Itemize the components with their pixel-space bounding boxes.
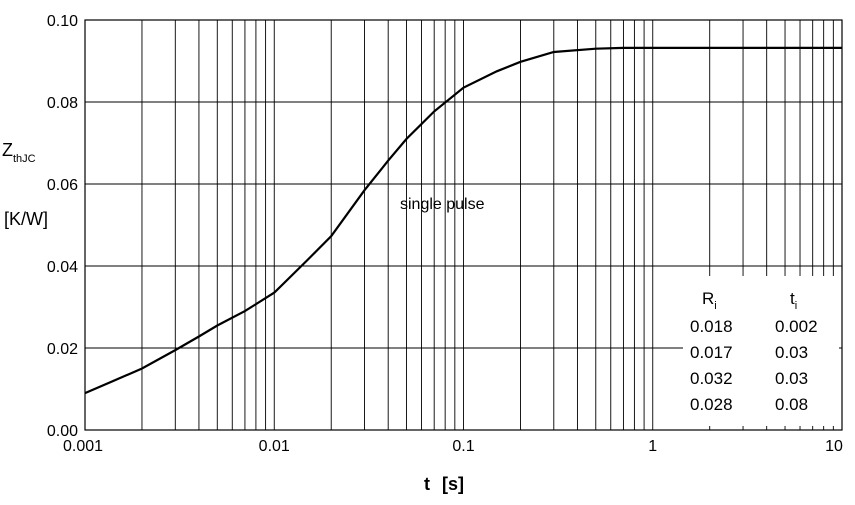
y-tick-label: 0.04: [47, 259, 78, 276]
x-axis-title: t [s]: [424, 474, 464, 494]
y-axis-symbol: ZthJC: [2, 140, 36, 165]
y-tick-label: 0.02: [47, 341, 78, 358]
y-tick-label: 0.08: [47, 95, 78, 112]
x-tick-label: 0.1: [452, 438, 474, 455]
table-header-r: Ri: [702, 289, 717, 312]
x-tick-label: 1: [648, 438, 657, 455]
x-tick-label: 0.001: [63, 438, 103, 455]
x-tick-label: 0.01: [259, 438, 290, 455]
table-background: [683, 276, 839, 426]
table-cell-t: 0.03: [775, 369, 808, 388]
table-cell-r: 0.032: [690, 369, 733, 388]
table-cell-r: 0.028: [690, 395, 733, 414]
y-axis-unit: [K/W]: [4, 209, 48, 229]
table-cell-t: 0.03: [775, 343, 808, 362]
table-rows: 0.018 0.002 0.017 0.03 0.032 0.03 0.028 0.08: [690, 317, 818, 414]
x-tick-labels: 0.001 0.01 0.1 1 10: [63, 438, 843, 455]
series-line: [84, 46, 842, 395]
table-cell-t: 0.002: [775, 317, 818, 336]
table-header-t: ti: [790, 289, 797, 312]
y-tick-label: 0.06: [47, 177, 78, 194]
table-cell-r: 0.018: [690, 317, 733, 336]
table-cell-r: 0.017: [690, 343, 733, 362]
table-cell-t: 0.08: [775, 395, 808, 414]
plot-frame: [84, 19, 843, 431]
y-tick-label: 0.00: [47, 423, 78, 440]
x-tick-label: 10: [825, 438, 843, 455]
annotation-single-pulse: single pulse: [400, 196, 485, 213]
y-tick-labels: 0.00 0.02 0.04 0.06 0.08 0.10: [47, 13, 78, 440]
y-tick-label: 0.10: [47, 13, 78, 30]
